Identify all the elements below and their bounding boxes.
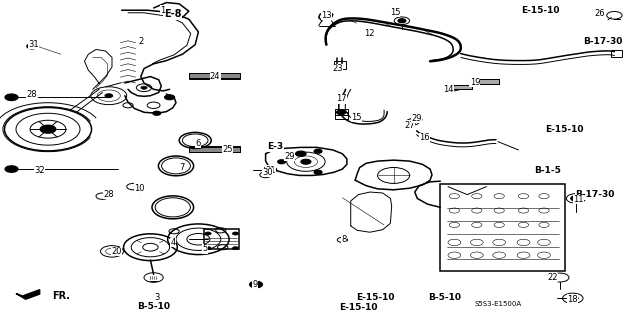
Text: 11: 11 xyxy=(573,195,584,204)
Text: 24: 24 xyxy=(210,72,220,81)
Text: 9: 9 xyxy=(252,280,257,289)
Bar xyxy=(474,79,499,84)
Text: E-15-10: E-15-10 xyxy=(545,125,584,134)
Circle shape xyxy=(105,94,113,98)
Text: 19: 19 xyxy=(470,78,480,87)
Text: 15: 15 xyxy=(351,113,362,122)
Text: 23: 23 xyxy=(332,64,342,73)
Circle shape xyxy=(232,247,239,250)
Text: 31: 31 xyxy=(29,40,39,49)
Circle shape xyxy=(301,159,311,164)
Text: 5: 5 xyxy=(202,244,207,253)
Text: 26: 26 xyxy=(595,9,605,18)
Bar xyxy=(334,61,346,69)
Bar xyxy=(189,147,240,152)
Circle shape xyxy=(314,149,322,153)
Text: 32: 32 xyxy=(35,166,45,175)
Circle shape xyxy=(153,111,161,115)
Bar xyxy=(189,146,240,152)
Circle shape xyxy=(571,196,581,201)
Polygon shape xyxy=(16,290,40,299)
Circle shape xyxy=(5,166,18,172)
Circle shape xyxy=(264,167,276,173)
Text: 6: 6 xyxy=(196,139,201,148)
Text: B-1-5: B-1-5 xyxy=(534,166,561,175)
Circle shape xyxy=(27,44,37,49)
Text: 8: 8 xyxy=(341,235,346,244)
Text: S5S3-E1500A: S5S3-E1500A xyxy=(474,301,522,307)
Circle shape xyxy=(412,117,422,122)
Text: FR.: FR. xyxy=(52,291,70,301)
Bar xyxy=(335,112,348,119)
Text: 25: 25 xyxy=(222,145,232,154)
Text: B-17-30: B-17-30 xyxy=(583,37,623,46)
Text: 17: 17 xyxy=(337,94,347,103)
Bar xyxy=(611,50,622,57)
Text: 7: 7 xyxy=(180,163,185,172)
Text: 16: 16 xyxy=(419,133,429,142)
Text: B-5-10: B-5-10 xyxy=(137,302,170,311)
Text: 30: 30 xyxy=(262,168,273,177)
Text: E-15-10: E-15-10 xyxy=(356,293,395,302)
Bar xyxy=(189,73,240,78)
Text: 27: 27 xyxy=(404,121,415,130)
Text: 29: 29 xyxy=(412,114,422,123)
Text: 2: 2 xyxy=(138,37,143,46)
Text: 1: 1 xyxy=(161,6,166,15)
Bar xyxy=(474,79,499,84)
Text: E-15-10: E-15-10 xyxy=(339,303,378,312)
Circle shape xyxy=(141,86,147,89)
Circle shape xyxy=(205,232,211,235)
Text: 13: 13 xyxy=(321,11,332,20)
Bar xyxy=(189,73,240,79)
Circle shape xyxy=(232,232,239,235)
Text: 29: 29 xyxy=(285,152,295,161)
Text: 4: 4 xyxy=(170,238,175,247)
Text: 14: 14 xyxy=(443,85,453,94)
Text: 12: 12 xyxy=(364,29,374,38)
Circle shape xyxy=(410,120,416,123)
Text: 20: 20 xyxy=(111,247,122,256)
Text: 28: 28 xyxy=(104,190,114,199)
Circle shape xyxy=(337,110,346,115)
Circle shape xyxy=(278,160,285,164)
Text: 3: 3 xyxy=(154,293,159,302)
Text: E-3: E-3 xyxy=(267,142,284,151)
Text: 18: 18 xyxy=(567,295,577,304)
Text: 15: 15 xyxy=(390,8,400,17)
Circle shape xyxy=(398,19,406,23)
Text: E-8: E-8 xyxy=(164,9,182,19)
Circle shape xyxy=(296,151,306,156)
Text: B-17-30: B-17-30 xyxy=(575,190,615,199)
Text: B-5-10: B-5-10 xyxy=(428,293,461,302)
Text: 28: 28 xyxy=(27,90,37,99)
Bar xyxy=(204,229,239,249)
Circle shape xyxy=(164,95,175,100)
Circle shape xyxy=(250,281,262,288)
Bar xyxy=(447,85,472,89)
Text: 10: 10 xyxy=(134,184,145,193)
Circle shape xyxy=(40,125,56,133)
Text: E-15-10: E-15-10 xyxy=(522,6,560,15)
Text: 22: 22 xyxy=(547,273,557,282)
Circle shape xyxy=(568,296,578,301)
Text: 21: 21 xyxy=(266,166,276,174)
Circle shape xyxy=(314,170,322,174)
Bar xyxy=(440,184,565,271)
Bar xyxy=(335,109,348,115)
Bar xyxy=(447,85,472,89)
Circle shape xyxy=(5,94,18,100)
Circle shape xyxy=(205,247,211,250)
